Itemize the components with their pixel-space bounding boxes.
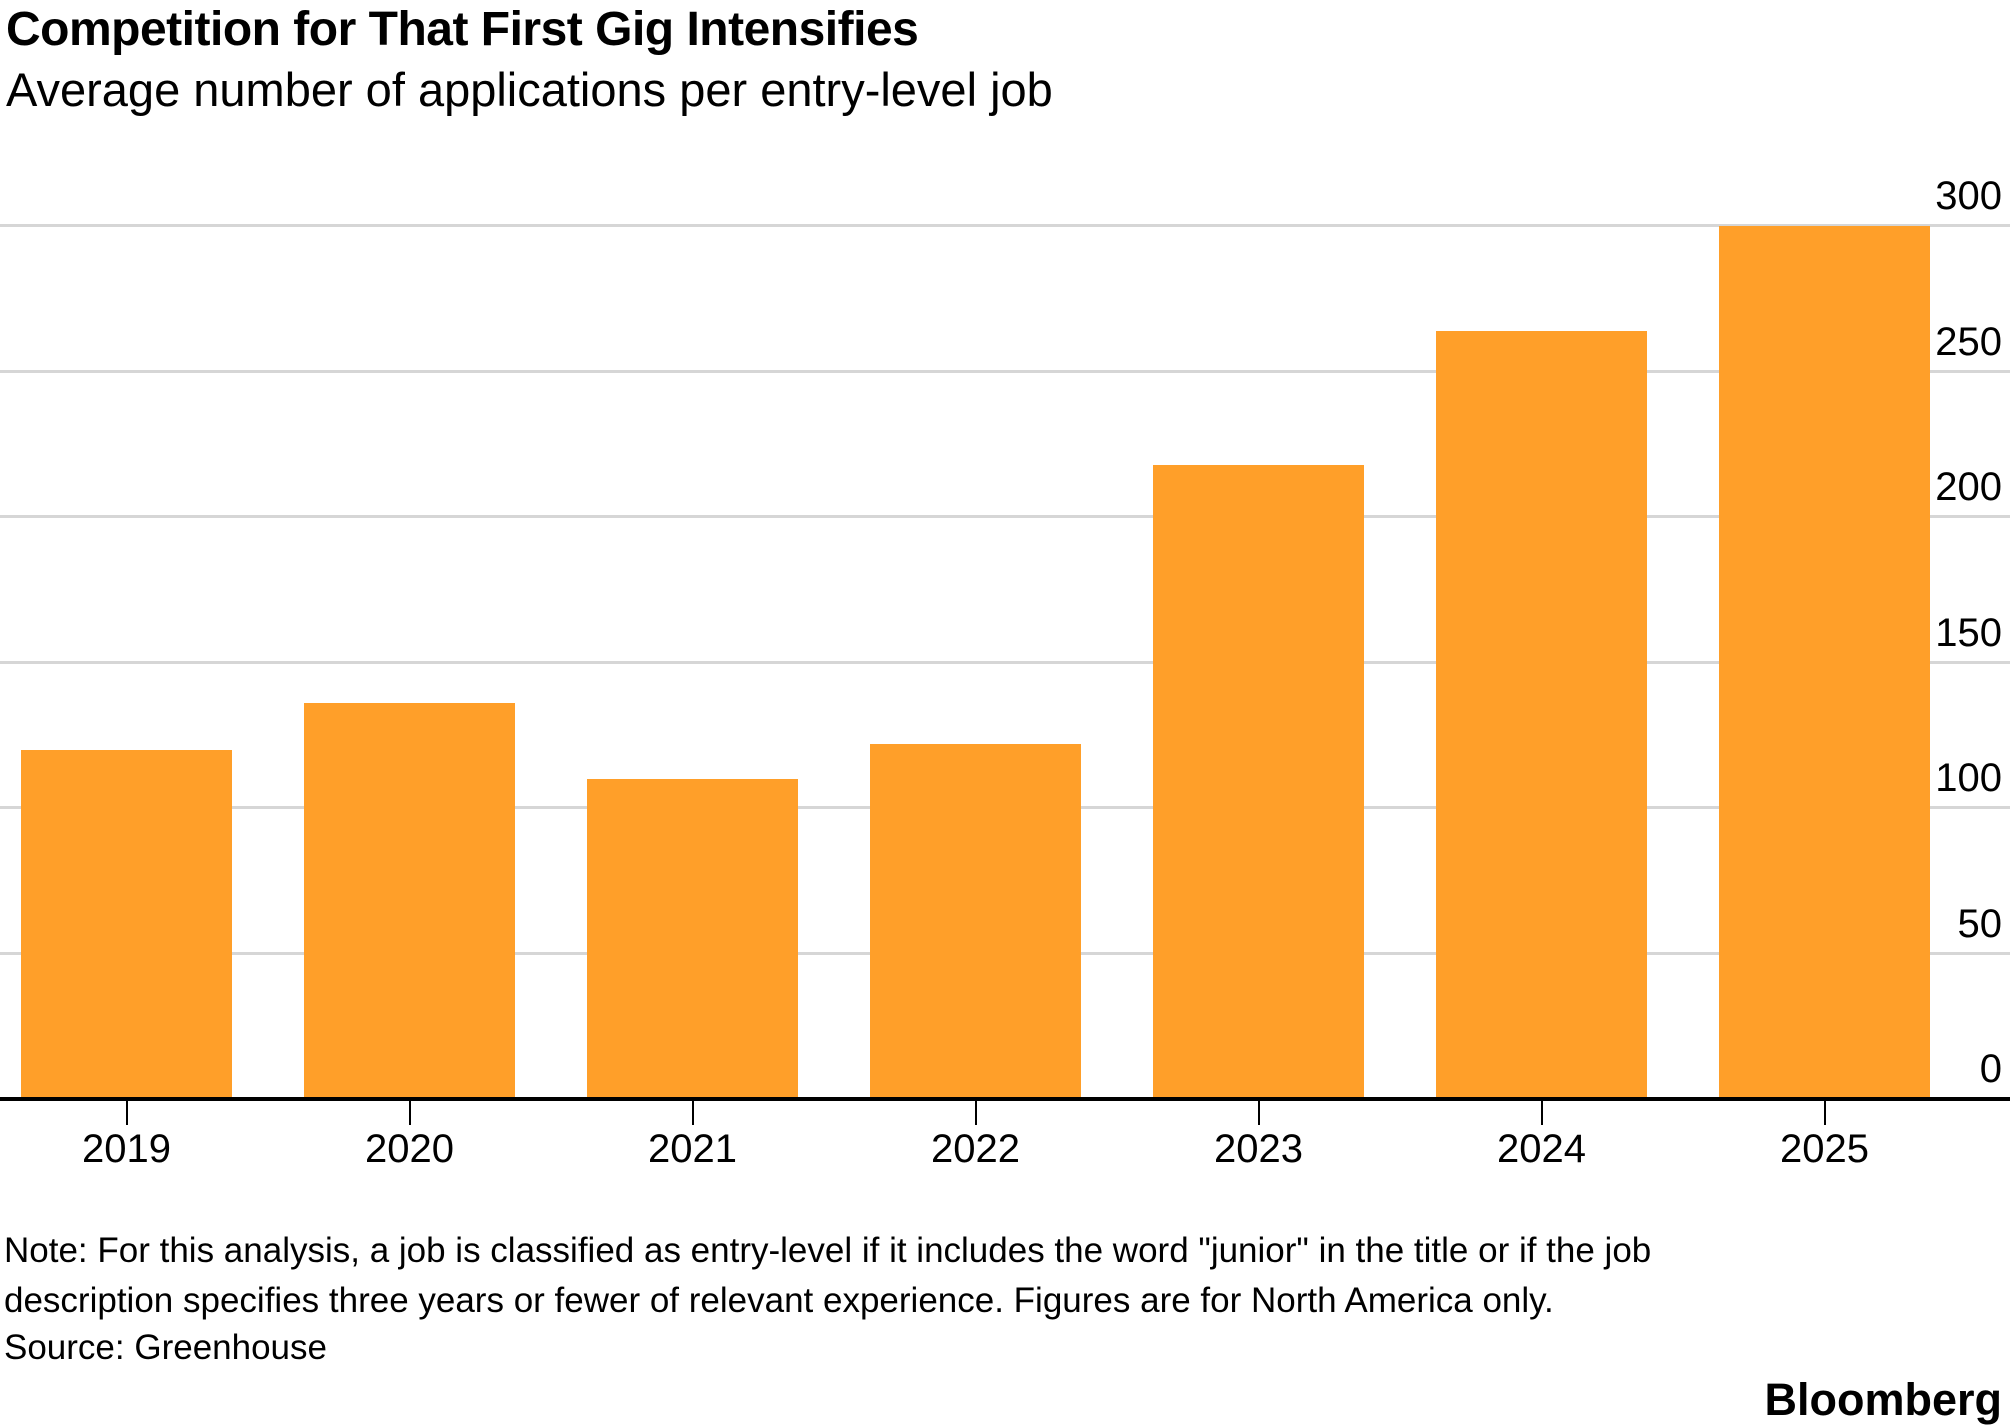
x-tick-2023 (1257, 1101, 1260, 1125)
chart-subtitle: Average number of applications per entry… (6, 63, 1053, 116)
x-label-2023: 2023 (1214, 1127, 1303, 1171)
x-tick-2024 (1540, 1101, 1543, 1125)
note-line-1: Note: For this analysis, a job is classi… (4, 1231, 1652, 1270)
y-label-0: 0 (1979, 1047, 2002, 1091)
gridline-200 (0, 515, 2010, 518)
source-credit: Source: Greenhouse (4, 1328, 327, 1367)
x-label-2025: 2025 (1780, 1127, 1869, 1171)
y-label-50: 50 (1957, 901, 2003, 946)
x-tick-2019 (125, 1101, 128, 1125)
x-label-2021: 2021 (648, 1127, 737, 1171)
bar-2025 (1719, 226, 1930, 1099)
y-label-150: 150 (1935, 610, 2002, 655)
x-label-2020: 2020 (365, 1127, 454, 1171)
gridline-250 (0, 369, 2010, 373)
x-label-2019: 2019 (82, 1127, 171, 1171)
bar-2023 (1153, 465, 1364, 1099)
x-label-2024: 2024 (1497, 1127, 1586, 1171)
bar-2019 (21, 750, 232, 1099)
y-label-100: 100 (1935, 756, 2002, 800)
note-line-2: description specifies three years or few… (4, 1281, 1554, 1320)
bar-2021 (587, 779, 798, 1099)
chart-note: Note: For this analysis, a job is classi… (4, 1226, 1651, 1326)
bar-2024 (1436, 331, 1647, 1099)
x-tick-2020 (408, 1101, 411, 1125)
bar-2020 (304, 703, 515, 1099)
chart-title: Competition for That First Gig Intensifi… (6, 3, 919, 56)
bloomberg-logo: Bloomberg (1764, 1374, 2002, 1425)
x-tick-2022 (974, 1101, 977, 1125)
bar-2022 (870, 744, 1081, 1099)
gridline-300 (0, 224, 2010, 227)
x-tick-2025 (1823, 1101, 1826, 1125)
y-label-250: 250 (1935, 319, 2002, 364)
y-label-300: 300 (1935, 174, 2002, 218)
gridline-150 (0, 660, 2010, 664)
x-axis-line (0, 1097, 2010, 1101)
y-label-200: 200 (1935, 465, 2002, 509)
x-label-2022: 2022 (931, 1127, 1020, 1171)
x-tick-2021 (691, 1101, 694, 1125)
